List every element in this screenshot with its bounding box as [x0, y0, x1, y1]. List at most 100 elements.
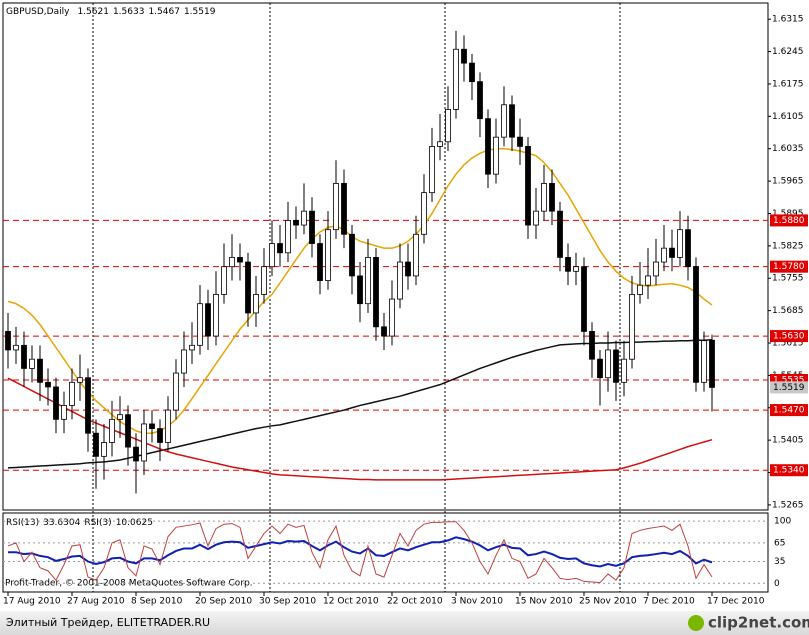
- footer-bar: [0, 611, 809, 635]
- candle-body: [237, 257, 243, 263]
- line: [8, 536, 713, 568]
- footer-logo: clip2net.com: [708, 614, 809, 632]
- price-label: 1.5519: [773, 383, 805, 393]
- last-high: 1.5633: [113, 7, 145, 17]
- candle-body: [381, 326, 387, 337]
- level-label: 1.5470: [773, 406, 805, 416]
- level-tag: [770, 214, 808, 227]
- x-tick-label: 20 Sep 2010: [195, 597, 252, 607]
- candle-body: [261, 266, 267, 295]
- candle-body: [677, 229, 683, 258]
- candle-body: [301, 210, 307, 226]
- x-tick-label: 17 Aug 2010: [3, 597, 61, 607]
- level-tag: [770, 330, 808, 343]
- candle-body: [389, 298, 395, 337]
- candle-body: [541, 183, 547, 212]
- candle-body: [197, 303, 203, 346]
- candle-body: [597, 358, 603, 379]
- candle-body: [317, 243, 323, 281]
- y-tick-label: 1.6245: [772, 47, 804, 57]
- x-tick-label: 8 Sep 2010: [131, 597, 183, 607]
- candle-body: [349, 233, 355, 277]
- candle-body: [69, 381, 75, 406]
- candle-body: [629, 294, 635, 360]
- x-tick-label: 3 Nov 2010: [451, 597, 503, 607]
- level-label: 1.5630: [773, 332, 805, 342]
- y-tick-label: 1.6175: [772, 79, 804, 89]
- last-close: 1.5519: [184, 7, 216, 17]
- candle-body: [485, 118, 491, 175]
- candle-body: [101, 442, 107, 457]
- candle-body: [581, 266, 587, 332]
- candle-body: [277, 243, 283, 254]
- candle-body: [613, 349, 619, 383]
- candle-body: [117, 414, 123, 420]
- candle-body: [229, 257, 235, 268]
- level-label: 1.5880: [773, 216, 805, 226]
- symbol: GBPUSD,Daily: [6, 7, 70, 17]
- candle-body: [85, 377, 91, 434]
- candle-body: [341, 183, 347, 235]
- header: GBPUSD,Daily 1.5621 1.5633 1.5467 1.5519: [6, 7, 216, 17]
- y-tick-label: 1.5615: [772, 339, 804, 349]
- rsi-name: RSI(3): [84, 518, 111, 528]
- candle-body: [181, 349, 187, 374]
- x-tick-label: 7 Dec 2010: [643, 597, 695, 607]
- candle-body: [589, 331, 595, 360]
- candle-body: [509, 104, 515, 138]
- candle-body: [37, 358, 43, 383]
- candle-body: [109, 418, 115, 443]
- candle-body: [653, 261, 659, 277]
- candle-body: [365, 257, 371, 305]
- candle-body: [133, 446, 139, 462]
- rsi-value: 10.0625: [116, 518, 153, 528]
- level-label: 1.5340: [773, 466, 805, 476]
- candle-body: [645, 275, 651, 286]
- candle-body: [213, 294, 219, 337]
- candle-body: [61, 405, 67, 420]
- candle-body: [269, 243, 275, 268]
- candle-body: [453, 48, 459, 110]
- x-tick-label: 17 Dec 2010: [707, 597, 765, 607]
- price-panel: [2, 2, 769, 511]
- candle-body: [77, 377, 83, 383]
- rsi-panel: [2, 512, 769, 593]
- candle-body: [693, 266, 699, 383]
- candle-body: [501, 104, 507, 138]
- candle-body: [533, 210, 539, 226]
- candle-body: [45, 381, 51, 388]
- candle-body: [637, 284, 643, 295]
- candle-body: [309, 210, 315, 244]
- candle-body: [245, 261, 251, 314]
- level-tag: [770, 260, 808, 273]
- candle-body: [221, 266, 227, 295]
- candle-body: [165, 409, 171, 443]
- y-tick-label: 1.6035: [772, 144, 804, 154]
- candle-body: [669, 247, 675, 258]
- candle-body: [125, 414, 131, 448]
- candle-body: [525, 146, 531, 226]
- candle-body: [437, 141, 443, 147]
- candle-body: [325, 229, 331, 281]
- candle-body: [709, 339, 715, 388]
- footer-site: Элитный Трейдер, ELITETRADER.RU: [6, 616, 210, 629]
- y-tick-label: 1.5685: [772, 306, 804, 316]
- last-open: 1.5621: [77, 7, 109, 17]
- candle-body: [141, 423, 147, 462]
- candle-body: [621, 358, 627, 383]
- candle-body: [461, 48, 467, 64]
- x-tick-label: 15 Nov 2010: [515, 597, 573, 607]
- candle-body: [373, 257, 379, 328]
- y-tick-label: 1.6315: [772, 15, 804, 25]
- candle-body: [405, 261, 411, 277]
- y-tick-label: 1.5895: [772, 209, 804, 219]
- y-tick-label: 1.5825: [772, 241, 804, 251]
- candle-body: [413, 233, 419, 277]
- price-tag: [770, 381, 808, 394]
- candle-body: [333, 183, 339, 231]
- candle-body: [517, 136, 523, 147]
- rsi-header: RSI(13) 33.6304 RSI(3) 10.0625: [6, 518, 153, 528]
- candle-body: [189, 344, 195, 351]
- logo-icon: [688, 615, 704, 631]
